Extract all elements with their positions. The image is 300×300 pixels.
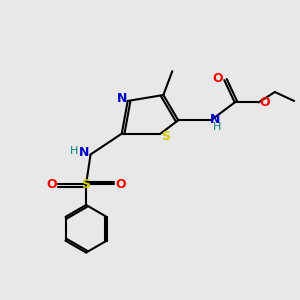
Text: O: O — [212, 72, 223, 85]
Text: N: N — [117, 92, 127, 105]
Text: O: O — [46, 178, 57, 191]
Text: N: N — [210, 113, 220, 126]
Text: S: S — [161, 130, 170, 142]
Text: S: S — [82, 178, 91, 191]
Text: O: O — [116, 178, 126, 191]
Text: N: N — [79, 146, 89, 160]
Text: H: H — [213, 122, 221, 132]
Text: O: O — [260, 96, 270, 109]
Text: H: H — [70, 146, 78, 157]
